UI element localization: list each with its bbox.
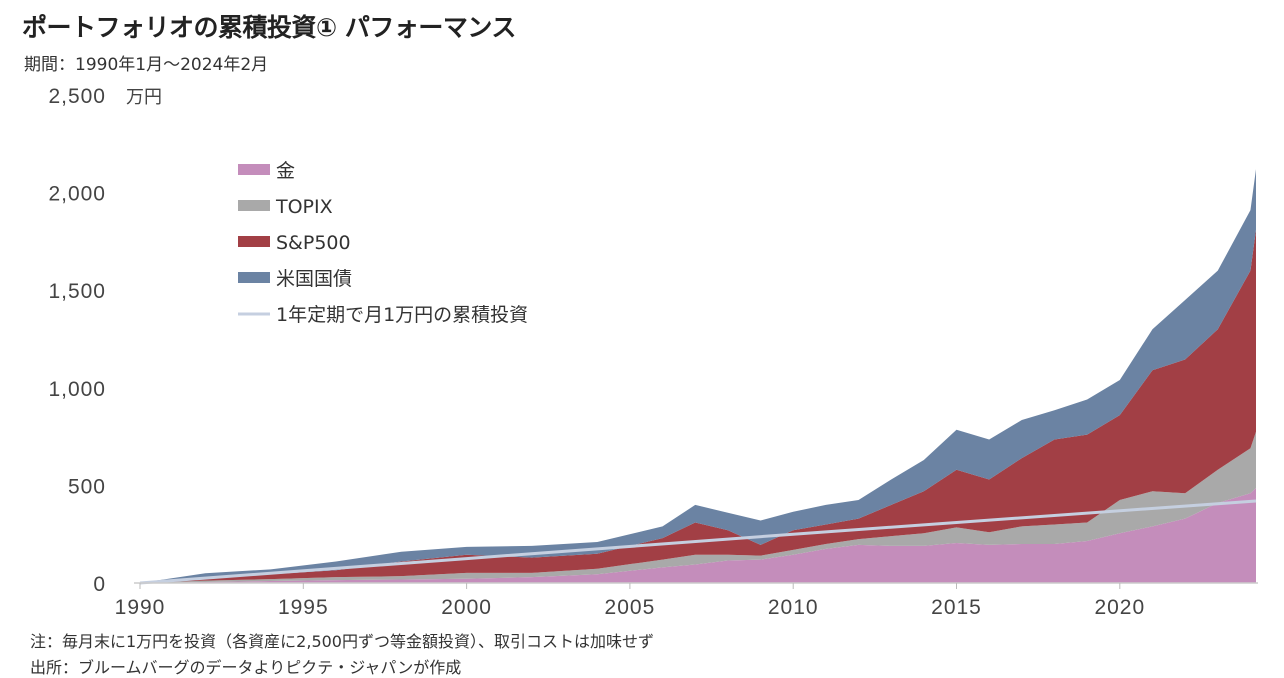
area-layer <box>140 169 1256 584</box>
area-series-0 <box>140 487 1256 583</box>
y-tick-label: 2,000 <box>48 183 106 206</box>
legend-swatch <box>238 164 270 175</box>
legend-swatch <box>238 272 270 283</box>
axes: 1990 1995 2000 2005 2010 2015 2020 0 500 1,000 1,5… <box>48 85 1258 619</box>
y-axis-unit: 万円 <box>126 87 162 108</box>
y-tick-label: 1,000 <box>48 378 106 401</box>
source-note: 出所：ブルームバーグのデータよりピクテ・ジャパンが作成 <box>30 658 462 677</box>
area-series-2 <box>140 229 1256 584</box>
legend-label: S&P500 <box>276 232 351 254</box>
chart-title: ポートフォリオの累積投資① パフォーマンス <box>22 13 516 42</box>
legend-swatch <box>238 200 270 211</box>
deposit-line <box>139 499 1257 585</box>
y-tick-label: 0 <box>93 573 106 596</box>
y-tick-label: 2,500 <box>48 85 106 108</box>
y-tick-label: 1,500 <box>48 280 106 303</box>
x-tick-label: 1995 <box>278 596 329 619</box>
legend-swatch <box>238 236 270 247</box>
y-tick-label: 500 <box>68 475 106 498</box>
x-tick-label: 2005 <box>605 596 656 619</box>
footnote: 注：毎月末に1万円を投資（各資産に2,500円ずつ等金額投資）、取引コストは加味… <box>30 632 654 651</box>
legend-label: 金 <box>276 160 295 182</box>
x-tick-label: 2020 <box>1094 596 1145 619</box>
x-tick-label: 2010 <box>768 596 819 619</box>
line-layer <box>139 499 1257 585</box>
x-tick-label: 1990 <box>115 596 166 619</box>
legend-label: TOPIX <box>275 196 333 218</box>
legend: 金 TOPIX S&P500 米国国債 1年定期で月1万円の累積投資 <box>238 160 528 326</box>
legend-label: 米国国債 <box>276 268 352 290</box>
legend-label: 1年定期で月1万円の累積投資 <box>276 304 528 326</box>
x-tick-label: 2000 <box>441 596 492 619</box>
chart-subtitle: 期間：1990年1月～2024年2月 <box>24 55 269 75</box>
x-tick-label: 2015 <box>931 596 982 619</box>
